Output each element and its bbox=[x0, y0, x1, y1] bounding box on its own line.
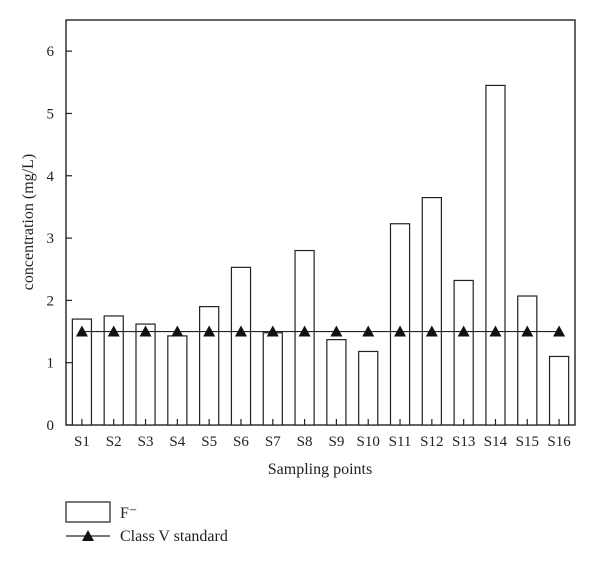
x-tick-label-s3: S3 bbox=[138, 434, 154, 450]
y-tick-label: 5 bbox=[47, 106, 55, 122]
x-tick-label-s4: S4 bbox=[169, 434, 185, 450]
legend-label-class-v-standard: Class V standard bbox=[120, 528, 228, 545]
bar-s14 bbox=[485, 84, 506, 426]
x-tick-label-s2: S2 bbox=[106, 434, 122, 450]
y-tick-label: 6 bbox=[47, 44, 55, 60]
x-tick-label-s6: S6 bbox=[233, 434, 249, 450]
x-tick-label-s15: S15 bbox=[516, 434, 539, 450]
x-tick-label-s1: S1 bbox=[74, 434, 90, 450]
bar-s16 bbox=[548, 355, 570, 426]
standard-marker-s6 bbox=[234, 325, 247, 337]
x-tick-label-s10: S10 bbox=[357, 434, 380, 450]
x-axis-title: Sampling points bbox=[268, 461, 372, 478]
x-tick-label-s8: S8 bbox=[297, 434, 313, 450]
bar-s3 bbox=[135, 323, 156, 426]
y-tick-label: 0 bbox=[47, 418, 55, 434]
standard-line-group bbox=[75, 325, 566, 337]
plot-frame bbox=[65, 19, 576, 426]
standard-marker-s5 bbox=[203, 325, 216, 337]
bar-s9 bbox=[326, 339, 347, 426]
standard-marker-s3 bbox=[139, 325, 152, 337]
x-tick-label-s12: S12 bbox=[420, 434, 443, 450]
standard-marker-s10 bbox=[362, 325, 375, 337]
legend-triangle-marker bbox=[82, 530, 94, 541]
y-axis-ticks: 0 1 2 3 4 5 6 bbox=[47, 44, 72, 434]
standard-marker-s12 bbox=[425, 325, 438, 337]
x-tick-label-s5: S5 bbox=[201, 434, 217, 450]
standard-marker-s9 bbox=[330, 325, 343, 337]
standard-marker-s14 bbox=[489, 325, 502, 337]
standard-marker-s16 bbox=[553, 325, 566, 337]
standard-marker-s15 bbox=[521, 325, 534, 337]
standard-marker-s7 bbox=[266, 325, 279, 337]
standard-marker-s8 bbox=[298, 325, 311, 337]
standard-marker-s13 bbox=[457, 325, 470, 337]
y-tick-label: 4 bbox=[47, 169, 55, 185]
x-axis-ticks: S1 S2 S3 S4 S5 S6 S7 S8 S9 S10 S11 S12 S13 S14 S15 S16 bbox=[74, 419, 571, 450]
y-tick-label: 3 bbox=[47, 231, 55, 247]
bar-s8 bbox=[294, 249, 315, 426]
bars-group bbox=[71, 84, 570, 426]
x-tick-label-s11: S11 bbox=[389, 434, 412, 450]
x-tick-label-s9: S9 bbox=[328, 434, 344, 450]
standard-marker-s11 bbox=[394, 325, 407, 337]
standard-marker-s4 bbox=[171, 325, 184, 337]
bar-s12 bbox=[421, 196, 442, 426]
legend-label-fluoride: F⁻ bbox=[120, 505, 137, 522]
bar-s11 bbox=[389, 223, 411, 426]
bar-s7 bbox=[262, 332, 283, 426]
x-tick-label-s13: S13 bbox=[452, 434, 475, 450]
bar-s5 bbox=[199, 306, 220, 426]
x-tick-label-s14: S14 bbox=[484, 434, 508, 450]
bar-s13 bbox=[453, 279, 474, 426]
y-tick-label: 1 bbox=[47, 356, 55, 372]
bar-s10 bbox=[358, 350, 379, 426]
y-tick-label: 2 bbox=[47, 293, 55, 309]
x-tick-label-s16: S16 bbox=[547, 434, 571, 450]
bar-s4 bbox=[167, 335, 188, 426]
legend-bar-swatch bbox=[65, 501, 111, 523]
y-axis-title: concentration (mg/L) bbox=[20, 154, 37, 290]
x-tick-label-s7: S7 bbox=[265, 434, 281, 450]
standard-marker-s2 bbox=[107, 325, 120, 337]
legend: F⁻ Class V standard bbox=[65, 501, 228, 545]
bar-s15 bbox=[517, 295, 538, 426]
bar-s6 bbox=[230, 266, 252, 426]
standard-marker-s1 bbox=[75, 325, 88, 337]
